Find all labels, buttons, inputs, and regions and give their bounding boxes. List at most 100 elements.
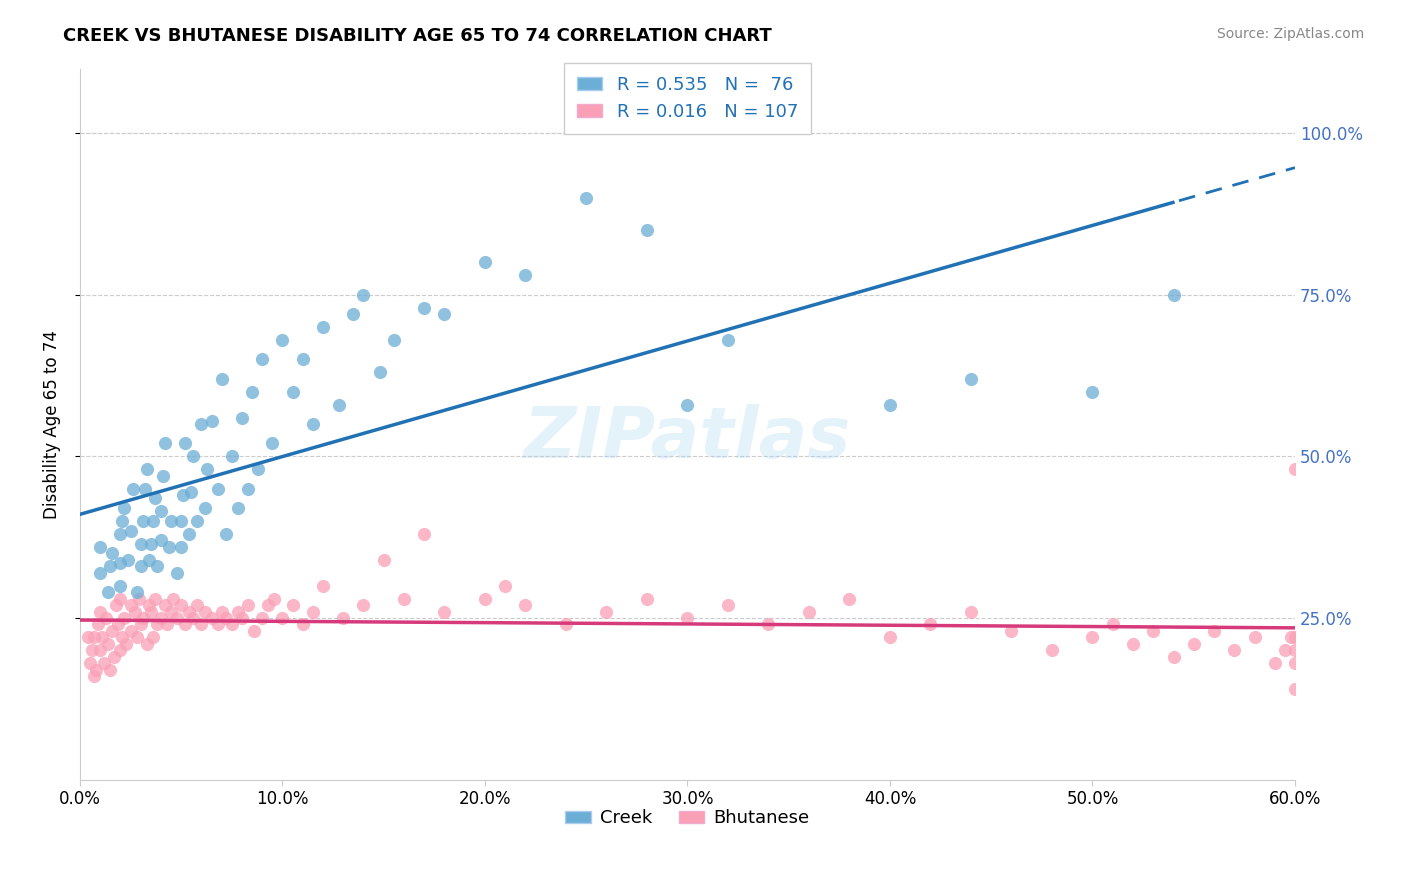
Point (879, 631, 901, 645)
Point (179, 605, 201, 619)
Point (291, 617, 314, 632)
Point (879, 398, 901, 412)
Point (200, 414, 222, 428)
Point (243, 624, 266, 638)
Point (263, 591, 285, 606)
Point (301, 605, 323, 619)
Point (194, 605, 217, 619)
Point (413, 527, 436, 541)
Point (797, 605, 820, 619)
Point (170, 540, 193, 554)
Point (1000, 624, 1022, 638)
Point (215, 527, 238, 541)
Point (1274, 643, 1296, 657)
Point (181, 611, 204, 625)
Text: Source: ZipAtlas.com: Source: ZipAtlas.com (1216, 27, 1364, 41)
Point (117, 553, 139, 567)
Point (271, 611, 294, 625)
Point (110, 579, 132, 593)
Point (135, 637, 157, 651)
Point (352, 287, 374, 301)
Point (97, 585, 120, 599)
Point (676, 398, 699, 412)
Point (257, 598, 280, 612)
Point (181, 450, 204, 464)
Point (125, 585, 148, 599)
Point (226, 605, 249, 619)
Legend: Creek, Bhutanese: Creek, Bhutanese (558, 802, 817, 835)
Point (1202, 624, 1225, 638)
Point (135, 462, 157, 476)
Point (1101, 617, 1123, 632)
Point (373, 553, 395, 567)
Point (107, 617, 129, 632)
Point (128, 591, 150, 606)
Point (1163, 287, 1185, 301)
Point (170, 598, 193, 612)
Point (186, 598, 208, 612)
Point (160, 514, 183, 528)
Point (121, 482, 143, 496)
Point (1264, 657, 1286, 671)
Point (413, 301, 436, 315)
Point (87, 617, 110, 632)
Point (236, 482, 259, 496)
Point (101, 546, 124, 560)
Point (758, 617, 780, 632)
Point (105, 598, 128, 612)
Point (142, 631, 165, 645)
Point (120, 598, 142, 612)
Point (142, 514, 165, 528)
Point (146, 617, 169, 632)
Point (124, 605, 146, 619)
Point (197, 462, 219, 476)
Point (1142, 624, 1164, 638)
Point (1284, 657, 1306, 671)
Point (342, 307, 364, 321)
Point (84, 663, 107, 677)
Point (240, 384, 263, 399)
Point (262, 436, 284, 450)
Text: ZIPatlas: ZIPatlas (524, 404, 851, 473)
Point (157, 540, 180, 554)
Point (271, 333, 294, 347)
Point (636, 591, 658, 606)
Point (250, 611, 273, 625)
Point (131, 611, 153, 625)
Point (153, 598, 176, 612)
Point (1279, 631, 1302, 645)
Point (120, 624, 142, 638)
Point (515, 598, 537, 612)
Point (120, 524, 142, 538)
Point (149, 533, 172, 548)
Point (149, 611, 172, 625)
Point (89, 540, 111, 554)
Point (111, 514, 134, 528)
Point (89, 566, 111, 580)
Point (101, 624, 124, 638)
Point (180, 485, 202, 500)
Point (231, 611, 253, 625)
Point (190, 617, 212, 632)
Point (138, 553, 160, 567)
Point (160, 605, 183, 619)
Point (194, 501, 217, 516)
Point (1040, 643, 1063, 657)
Point (920, 617, 942, 632)
Point (143, 591, 166, 606)
Point (494, 579, 516, 593)
Point (77, 631, 100, 645)
Point (231, 410, 253, 425)
Point (221, 617, 243, 632)
Point (143, 491, 166, 506)
Point (207, 482, 229, 496)
Point (636, 223, 658, 237)
Point (152, 468, 174, 483)
Point (186, 514, 208, 528)
Point (1284, 682, 1306, 697)
Point (226, 501, 249, 516)
Point (433, 605, 456, 619)
Y-axis label: Disability Age 65 to 74: Disability Age 65 to 74 (44, 330, 60, 518)
Point (1122, 637, 1144, 651)
Point (328, 398, 350, 412)
